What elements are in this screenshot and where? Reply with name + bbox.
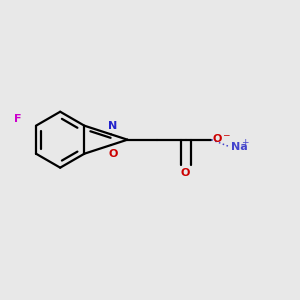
Text: O: O [109, 148, 118, 159]
Text: −: − [222, 130, 229, 139]
Text: F: F [14, 114, 22, 124]
Text: +: + [241, 138, 248, 147]
Text: N: N [108, 121, 117, 131]
Text: Na: Na [231, 142, 248, 152]
Text: O: O [180, 168, 189, 178]
Text: O: O [213, 134, 222, 144]
